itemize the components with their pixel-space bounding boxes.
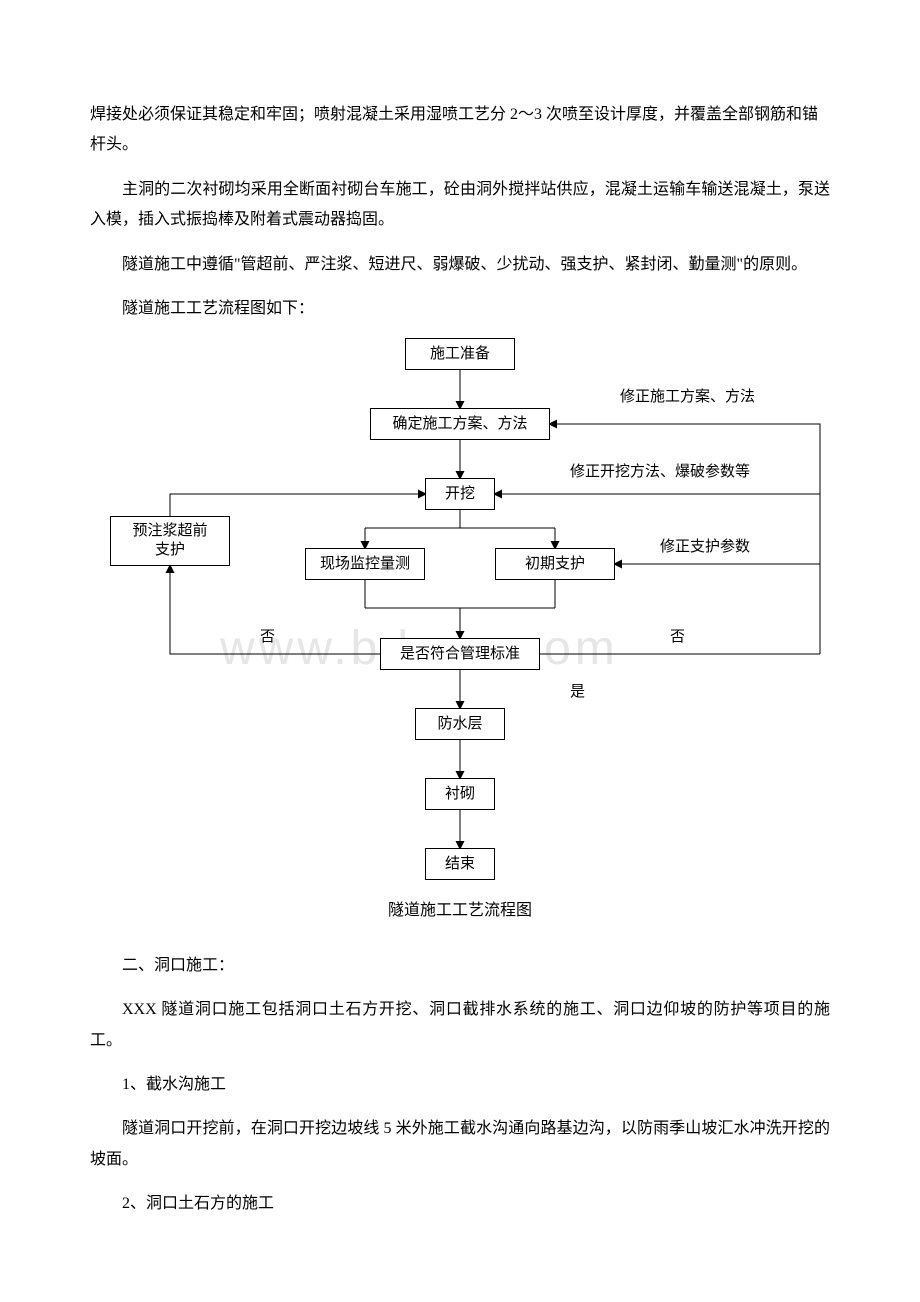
flow-node-excavate: 开挖: [425, 478, 495, 510]
flow-label-no-right: 否: [670, 623, 685, 652]
flow-node-monitor: 现场监控量测: [305, 548, 425, 580]
flow-label-yes: 是: [570, 678, 585, 707]
flow-label-no-left: 否: [260, 623, 275, 652]
flow-node-prepare: 施工准备: [405, 338, 515, 370]
paragraph: 隧道施工工艺流程图如下：: [90, 294, 830, 324]
paragraph: XXX 隧道洞口施工包括洞口土石方开挖、洞口截排水系统的施工、洞口边仰坡的防护等…: [90, 995, 830, 1056]
flow-node-support: 初期支护: [495, 548, 615, 580]
flow-node-pregrout: 预注浆超前 支护: [110, 516, 230, 566]
section-heading: 二、洞口施工：: [90, 951, 830, 981]
flow-node-waterproof: 防水层: [415, 708, 505, 740]
flow-label: 修正开挖方法、爆破参数等: [570, 458, 750, 487]
flow-node-lining: 衬砌: [425, 778, 495, 810]
paragraph: 主洞的二次衬砌均采用全断面衬砌台车施工，砼由洞外搅拌站供应，混凝土运输车输送混凝…: [90, 175, 830, 236]
flowchart-caption: 隧道施工工艺流程图: [90, 896, 830, 926]
flow-node-end: 结束: [425, 848, 495, 880]
subsection-heading: 2、洞口土石方的施工: [90, 1189, 830, 1219]
subsection-heading: 1、截水沟施工: [90, 1070, 830, 1100]
paragraph: 隧道施工中遵循"管超前、严注浆、短进尺、弱爆破、少扰动、强支护、紧封闭、勤量测"…: [90, 250, 830, 280]
flow-node-check: 是否符合管理标准: [380, 638, 540, 670]
flow-label: 修正施工方案、方法: [620, 383, 755, 412]
flowchart: www.bdocx.com: [90, 338, 830, 878]
flow-node-plan: 确定施工方案、方法: [370, 408, 550, 440]
paragraph: 焊接处必须保证其稳定和牢固；喷射混凝土采用湿喷工艺分 2～3 次喷至设计厚度，并…: [90, 100, 830, 161]
paragraph: 隧道洞口开挖前，在洞口开挖边坡线 5 米外施工截水沟通向路基边沟，以防雨季山坡汇…: [90, 1114, 830, 1175]
flow-label: 修正支护参数: [660, 533, 750, 562]
